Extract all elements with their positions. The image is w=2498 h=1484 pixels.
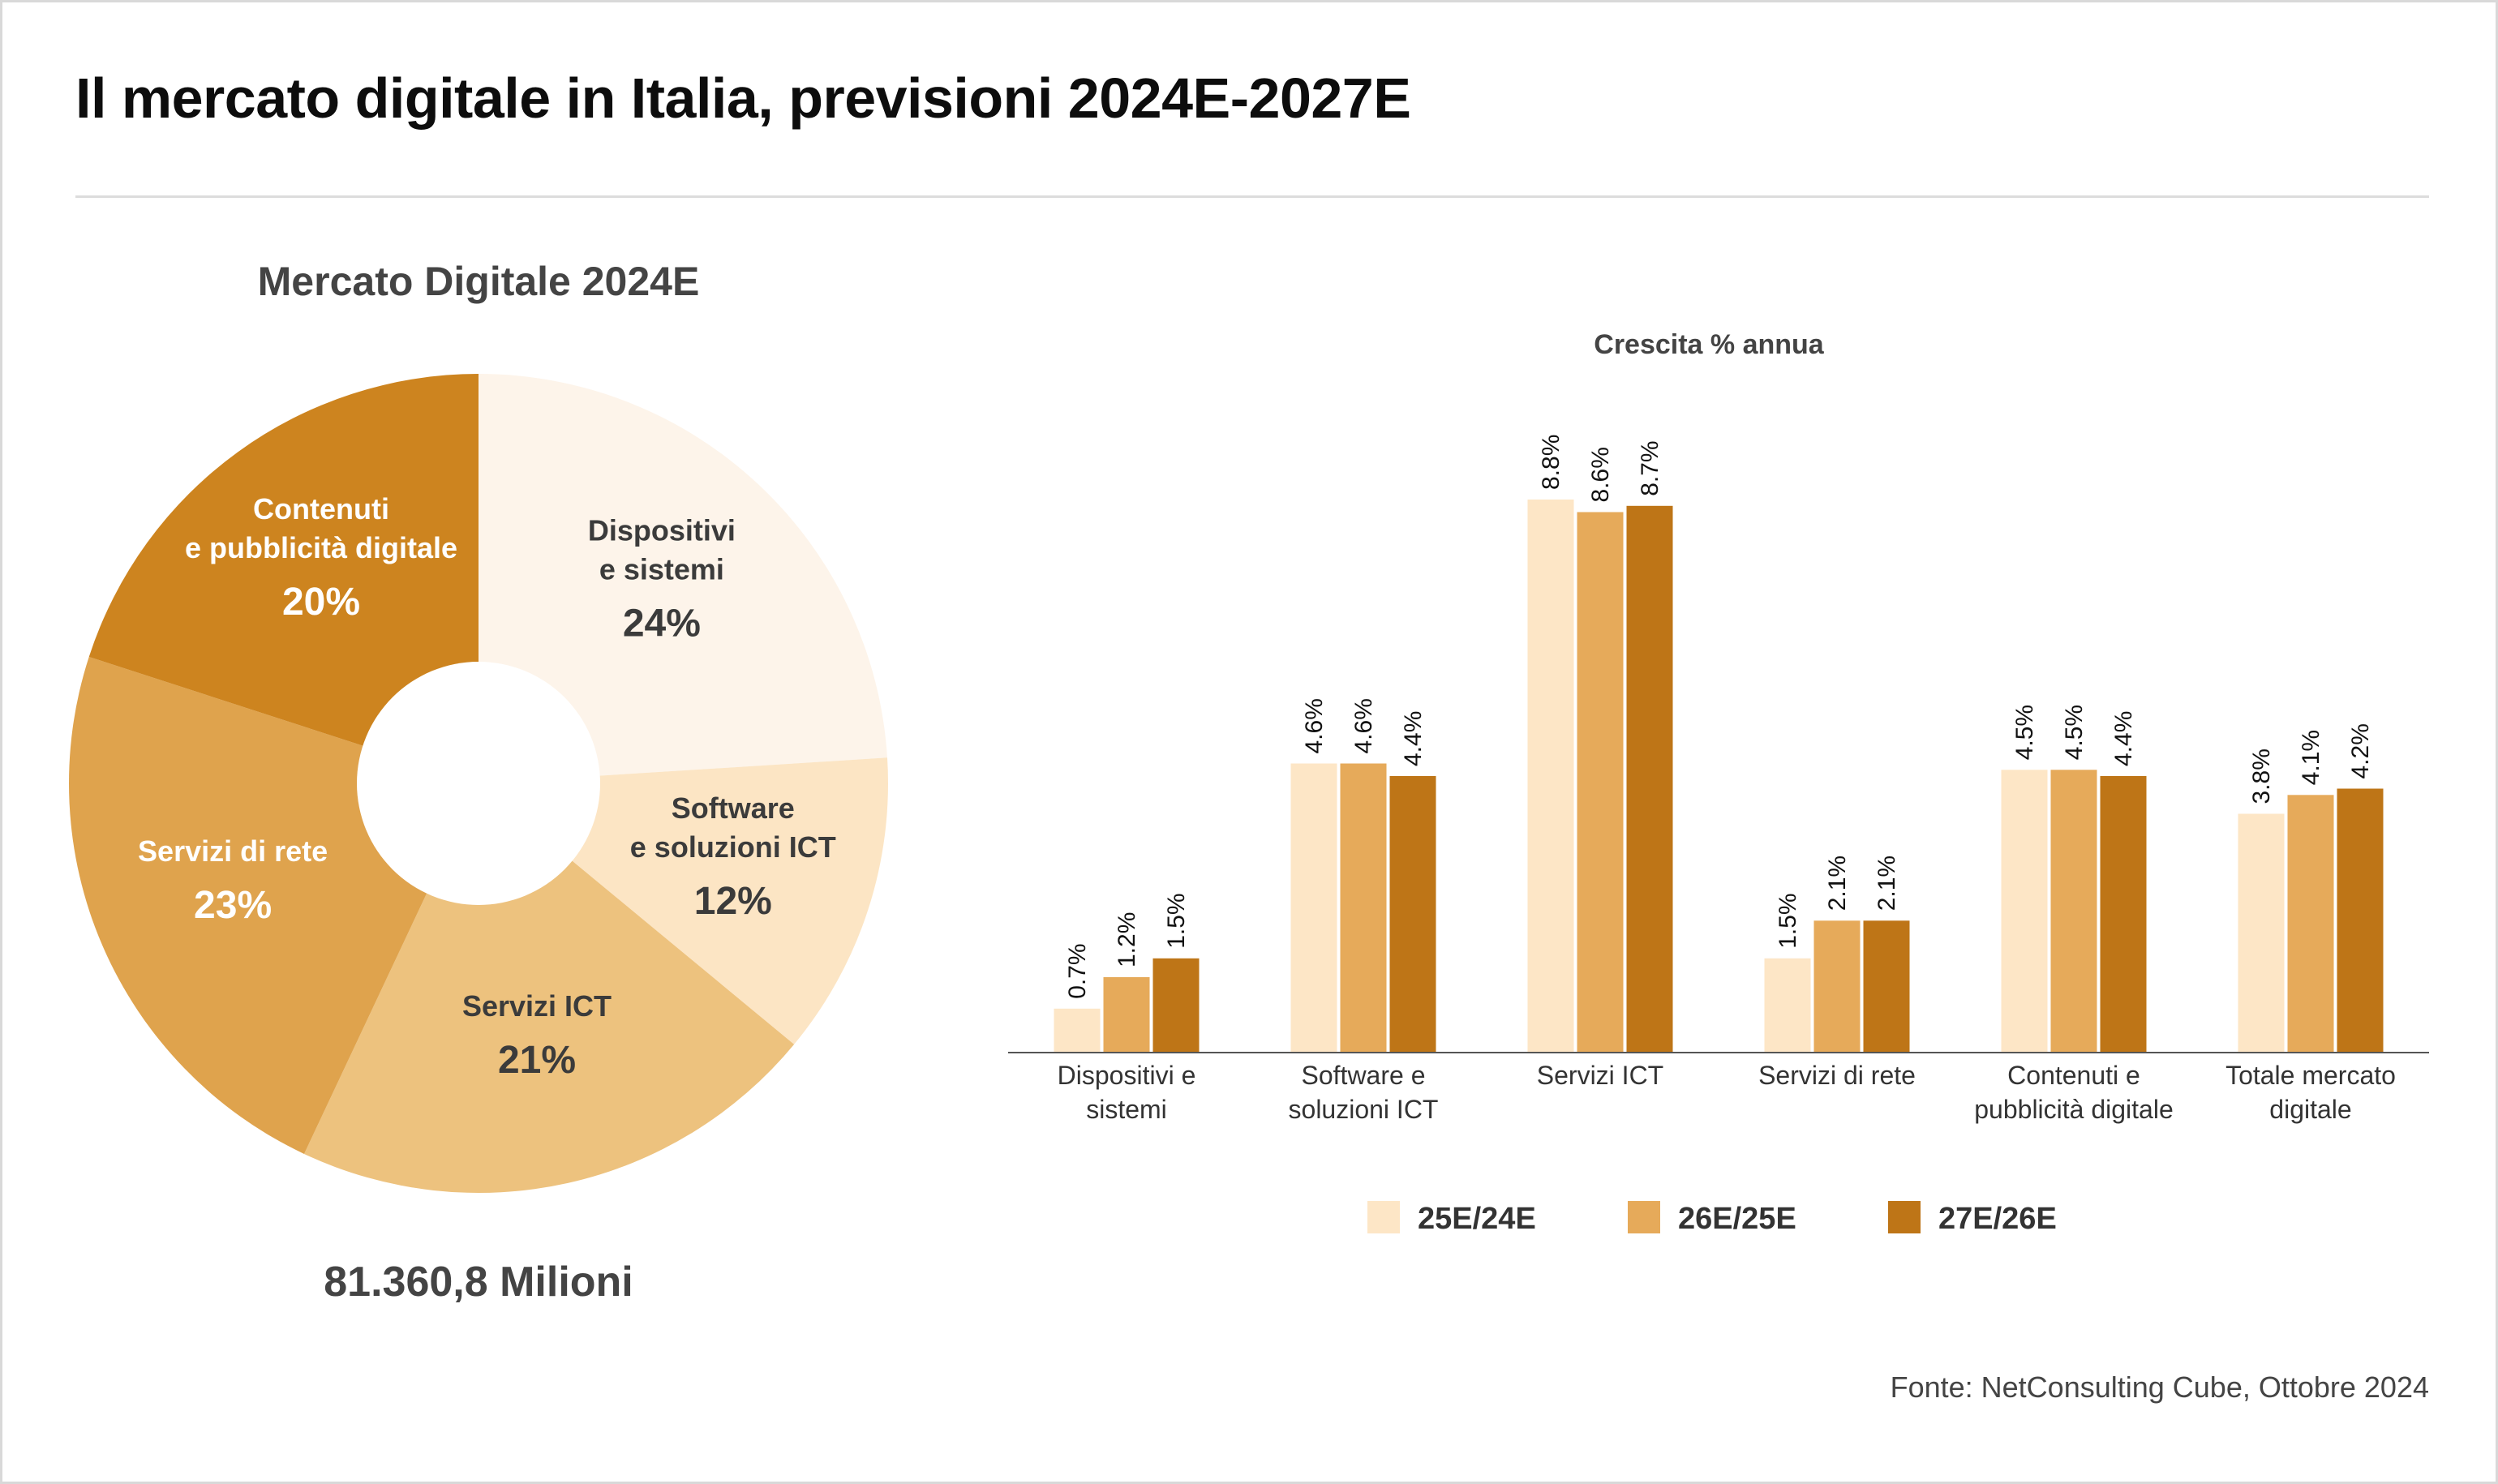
category-labels: Dispositivi e sistemi Software e soluzioni … <box>1058 1061 2396 1124</box>
x-tick-label: Totale mercato <box>2225 1061 2396 1090</box>
bar <box>2001 770 2048 1053</box>
x-tick-label: digitale <box>2269 1095 2351 1124</box>
bar <box>1863 920 1910 1053</box>
bar <box>1340 763 1387 1053</box>
bar-value-label: 4.6% <box>1350 698 1377 753</box>
donut-slice-label: Software <box>672 791 795 825</box>
bar <box>1290 763 1337 1053</box>
bar-value-label: 2.1% <box>1824 856 1851 911</box>
bar-marks: 0.7% 1.2% 1.5% 4.6% 4.6% 4.4% 8.8% 8.6% 8.7% 1.5%… <box>1054 435 2384 1053</box>
donut-slice-label: Contenuti <box>253 492 389 525</box>
bar-value-label: 1.5% <box>1163 893 1190 948</box>
bar-value-label: 0.7% <box>1064 943 1091 998</box>
legend-label: 25E/24E <box>1418 1202 1536 1236</box>
donut-total-label: 81.360,8 Milioni <box>324 1259 633 1306</box>
bar <box>2050 770 2097 1053</box>
bar-value-label: 4.4% <box>2110 711 2137 766</box>
donut-slice <box>88 374 479 783</box>
donut-hole <box>357 662 600 905</box>
donut-slice-value: 20% <box>282 581 360 624</box>
bar <box>2100 776 2147 1053</box>
bar-value-label: 4.5% <box>2061 705 2088 760</box>
bar-value-label: 1.5% <box>1775 893 1801 948</box>
bar <box>2287 795 2334 1053</box>
legend-label: 27E/26E <box>1938 1202 2057 1236</box>
donut-slice-label: e sistemi <box>599 552 724 585</box>
bar-value-label: 8.6% <box>1587 447 1614 502</box>
x-tick-label: pubblicità digitale <box>1974 1095 2174 1124</box>
bar <box>1103 977 1150 1053</box>
bar-chart-title: Crescita % annua <box>1594 329 1825 360</box>
x-tick-label: soluzioni ICT <box>1289 1095 1439 1124</box>
legend-swatch <box>1628 1201 1660 1233</box>
bar-value-label: 4.5% <box>2011 705 2038 760</box>
x-tick-label: Software e <box>1302 1061 1426 1090</box>
page-title: Il mercato digitale in Italia, prevision… <box>75 66 1411 130</box>
donut-slice-label: Dispositivi <box>588 513 736 547</box>
x-tick-label: Contenuti e <box>2007 1061 2140 1090</box>
donut-slice-label: e soluzioni ICT <box>630 830 836 864</box>
x-tick-label: Dispositivi e <box>1058 1061 1196 1090</box>
donut-chart-title: Mercato Digitale 2024E <box>258 259 700 304</box>
bar-value-label: 3.8% <box>2248 748 2275 804</box>
bar-chart: Crescita % annua 0.7% 1.2% 1.5% 4.6% 4.6% 4.4… <box>1008 329 2429 1236</box>
bar <box>1764 958 1811 1053</box>
bar <box>1813 920 1861 1053</box>
source-note: Fonte: NetConsulting Cube, Ottobre 2024 <box>1891 1370 2429 1404</box>
bar-value-label: 8.7% <box>1637 440 1663 495</box>
legend-label: 26E/25E <box>1678 1202 1796 1236</box>
donut-slice-value: 21% <box>498 1039 576 1082</box>
donut-slice-label: e pubblicità digitale <box>185 531 457 564</box>
legend-swatch <box>1888 1201 1921 1233</box>
bar <box>1527 500 1574 1053</box>
bar <box>1054 1008 1101 1053</box>
donut-slice-value: 12% <box>694 880 772 923</box>
bar <box>1152 958 1200 1053</box>
bar <box>2238 813 2285 1053</box>
bar-value-label: 8.8% <box>1538 435 1564 490</box>
bar-legend: 25E/24E 26E/25E 27E/26E <box>1367 1201 2057 1236</box>
donut-slice-label: Servizi di rete <box>138 834 328 868</box>
donut-slice-value: 23% <box>194 884 272 927</box>
donut-slice <box>479 374 887 783</box>
legend-swatch <box>1367 1201 1400 1233</box>
title-divider <box>75 195 2429 198</box>
donut-slice-label: Servizi ICT <box>462 989 612 1023</box>
donut-slice-labels: Dispositivi e sistemi 24% Software e soluzio… <box>138 492 836 1082</box>
donut-slice-value: 24% <box>623 602 701 645</box>
bar-value-label: 4.6% <box>1301 698 1328 753</box>
bar <box>1626 505 1673 1053</box>
bar-value-label: 4.1% <box>2298 730 2324 785</box>
x-tick-label: Servizi ICT <box>1537 1061 1663 1090</box>
bar <box>1389 776 1436 1053</box>
bar-value-label: 1.2% <box>1114 912 1140 967</box>
bar <box>2337 788 2384 1053</box>
bar-value-label: 4.2% <box>2347 723 2374 778</box>
bar-value-label: 4.4% <box>1400 711 1427 766</box>
bar-value-label: 2.1% <box>1874 856 1900 911</box>
bar <box>1577 512 1624 1053</box>
x-tick-label: sistemi <box>1086 1095 1167 1124</box>
donut-slice <box>303 783 795 1194</box>
donut-chart: Mercato Digitale 2024E Dispositivi e sist… <box>69 259 888 1306</box>
x-tick-label: Servizi di rete <box>1758 1061 1916 1090</box>
